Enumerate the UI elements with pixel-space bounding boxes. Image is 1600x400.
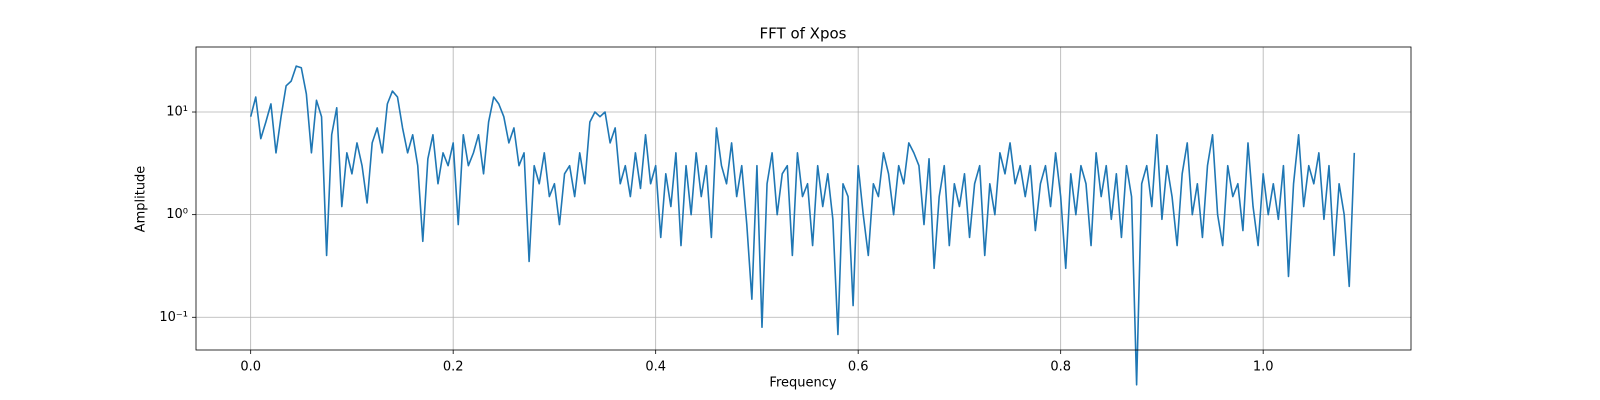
y-axis-label: Amplitude	[134, 166, 149, 233]
y-tick-label: 10¹	[166, 105, 188, 120]
x-tick-label: 0.0	[240, 360, 261, 375]
chart-title: FFT of Xpos	[760, 25, 847, 43]
x-tick-label: 0.6	[848, 360, 869, 375]
x-tick-label: 0.2	[443, 360, 464, 375]
y-tick-label: 10⁻¹	[159, 310, 188, 325]
x-axis-label: Frequency	[769, 376, 836, 391]
y-tick-label: 10⁰	[166, 207, 188, 222]
data-line	[249, 65, 1356, 386]
plot-frame	[195, 46, 1412, 351]
x-tick-label: 1.0	[1253, 360, 1274, 375]
x-tick-label: 0.4	[645, 360, 666, 375]
x-tick-label: 0.8	[1050, 360, 1071, 375]
